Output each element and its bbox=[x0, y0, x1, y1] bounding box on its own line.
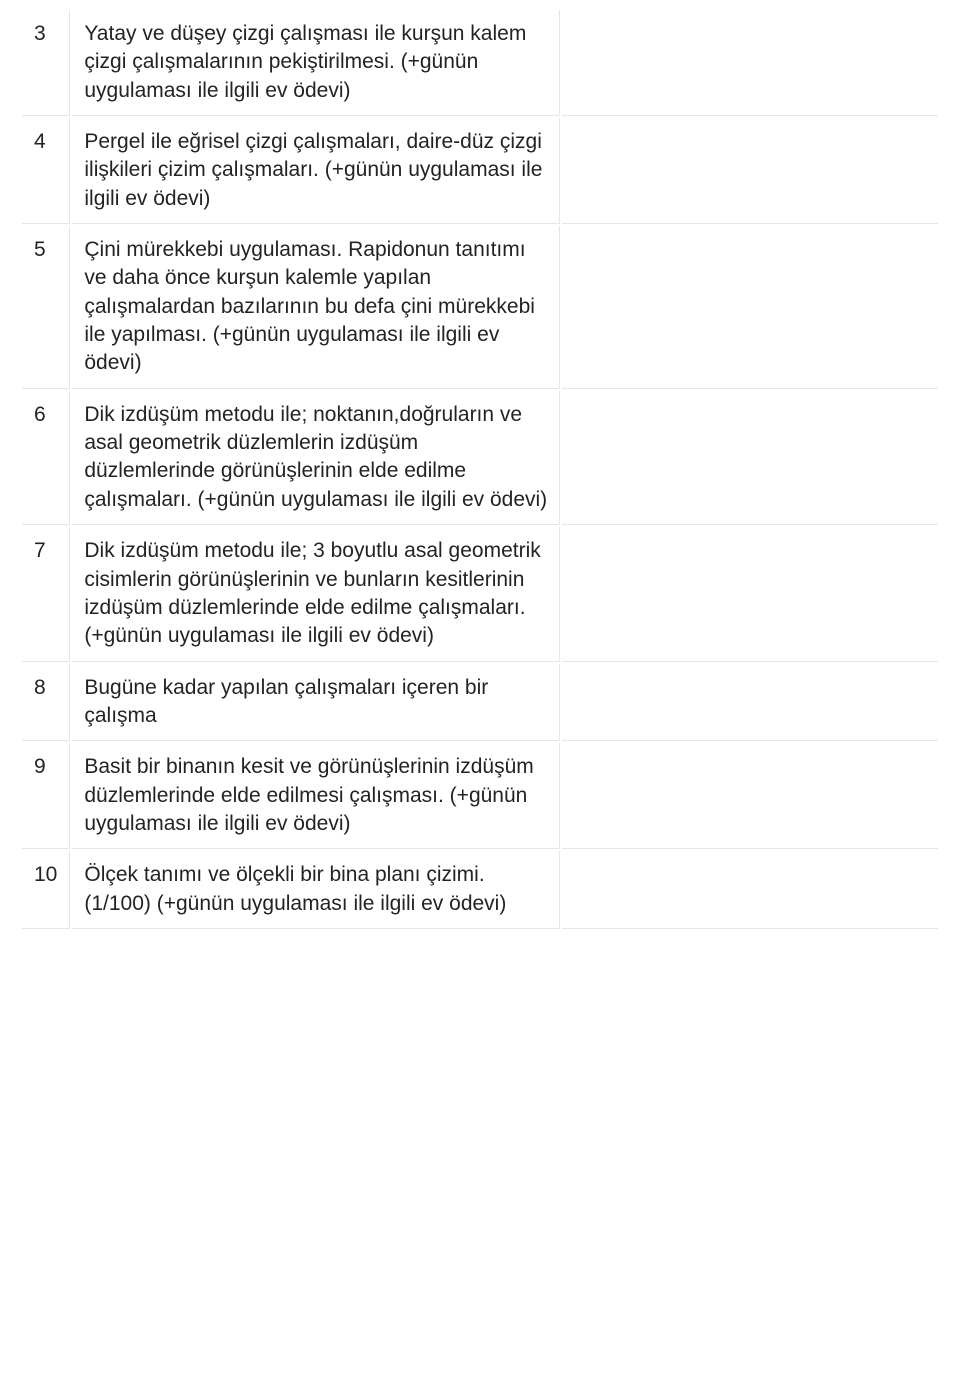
row-blank bbox=[562, 391, 938, 525]
table-row: 8 Bugüne kadar yapılan çalışmaları içere… bbox=[22, 664, 938, 742]
row-blank bbox=[562, 743, 938, 849]
table-row: 10 Ölçek tanımı ve ölçekli bir bina plan… bbox=[22, 851, 938, 929]
row-number: 10 bbox=[22, 851, 70, 929]
schedule-table: 3 Yatay ve düşey çizgi çalışması ile kur… bbox=[20, 8, 940, 931]
row-blank bbox=[562, 226, 938, 389]
row-number: 4 bbox=[22, 118, 70, 224]
row-number: 9 bbox=[22, 743, 70, 849]
table-row: 5 Çini mürekkebi uygulaması. Rapidonun t… bbox=[22, 226, 938, 389]
row-description: Basit bir binanın kesit ve görünüşlerini… bbox=[72, 743, 560, 849]
table-row: 7 Dik izdüşüm metodu ile; 3 boyutlu asal… bbox=[22, 527, 938, 661]
row-number: 8 bbox=[22, 664, 70, 742]
row-number: 5 bbox=[22, 226, 70, 389]
table-row: 3 Yatay ve düşey çizgi çalışması ile kur… bbox=[22, 10, 938, 116]
table-row: 4 Pergel ile eğrisel çizgi çalışmaları, … bbox=[22, 118, 938, 224]
row-description: Dik izdüşüm metodu ile; noktanın,doğrula… bbox=[72, 391, 560, 525]
row-number: 3 bbox=[22, 10, 70, 116]
row-number: 6 bbox=[22, 391, 70, 525]
table-row: 9 Basit bir binanın kesit ve görünüşleri… bbox=[22, 743, 938, 849]
row-blank bbox=[562, 10, 938, 116]
row-description: Yatay ve düşey çizgi çalışması ile kurşu… bbox=[72, 10, 560, 116]
table-body: 3 Yatay ve düşey çizgi çalışması ile kur… bbox=[22, 10, 938, 929]
row-description: Ölçek tanımı ve ölçekli bir bina planı ç… bbox=[72, 851, 560, 929]
row-blank bbox=[562, 527, 938, 661]
row-description: Dik izdüşüm metodu ile; 3 boyutlu asal g… bbox=[72, 527, 560, 661]
row-description: Pergel ile eğrisel çizgi çalışmaları, da… bbox=[72, 118, 560, 224]
row-blank bbox=[562, 118, 938, 224]
row-description: Çini mürekkebi uygulaması. Rapidonun tan… bbox=[72, 226, 560, 389]
row-blank bbox=[562, 664, 938, 742]
row-number: 7 bbox=[22, 527, 70, 661]
row-blank bbox=[562, 851, 938, 929]
row-description: Bugüne kadar yapılan çalışmaları içeren … bbox=[72, 664, 560, 742]
table-row: 6 Dik izdüşüm metodu ile; noktanın,doğru… bbox=[22, 391, 938, 525]
